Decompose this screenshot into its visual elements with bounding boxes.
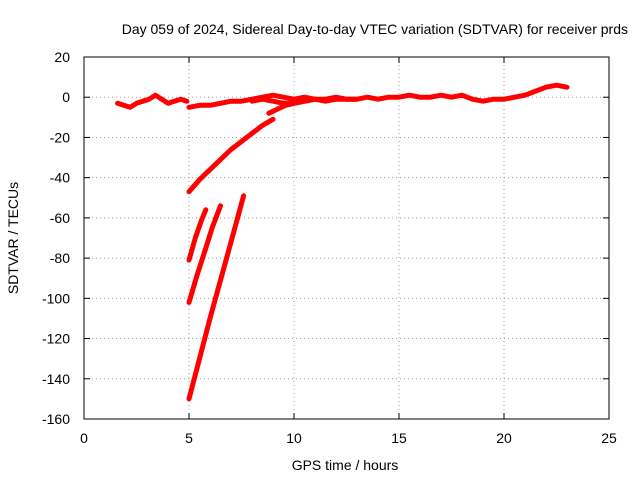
y-tick-label: -100 <box>42 290 70 306</box>
y-tick-label: -60 <box>50 210 70 226</box>
series-main-trace-continued <box>186 82 570 110</box>
x-tick-label: 10 <box>286 430 302 446</box>
x-tick-label: 5 <box>185 430 193 446</box>
y-tick-label: 0 <box>62 89 70 105</box>
series-layer <box>115 82 570 402</box>
y-axis-label: SDTVAR / TECUs <box>5 182 21 294</box>
y-tick-label: -40 <box>50 170 70 186</box>
plot-frame <box>83 56 610 420</box>
grid <box>84 57 609 419</box>
series-rising-curve <box>186 116 276 195</box>
x-tick-label: 15 <box>391 430 407 446</box>
series-steep-trace-1 <box>186 207 209 263</box>
y-tick-label: -140 <box>42 371 70 387</box>
x-tick-label: 20 <box>496 430 512 446</box>
series-descending-link <box>266 96 318 116</box>
chart-title: Day 059 of 2024, Sidereal Day-to-day VTE… <box>122 21 628 37</box>
y-tick-label: -80 <box>50 250 70 266</box>
x-tick-label: 0 <box>80 430 88 446</box>
y-tick-label: 20 <box>54 49 70 65</box>
series-steep-trace-2 <box>186 203 223 305</box>
x-tick-label: 25 <box>601 430 617 446</box>
y-tick-label: -160 <box>42 411 70 427</box>
y-tick-label: -120 <box>42 331 70 347</box>
series-main-trace <box>115 92 190 110</box>
series-steep-trace-3 <box>186 193 247 402</box>
x-axis-label: GPS time / hours <box>292 457 399 473</box>
y-tick-label: -20 <box>50 129 70 145</box>
